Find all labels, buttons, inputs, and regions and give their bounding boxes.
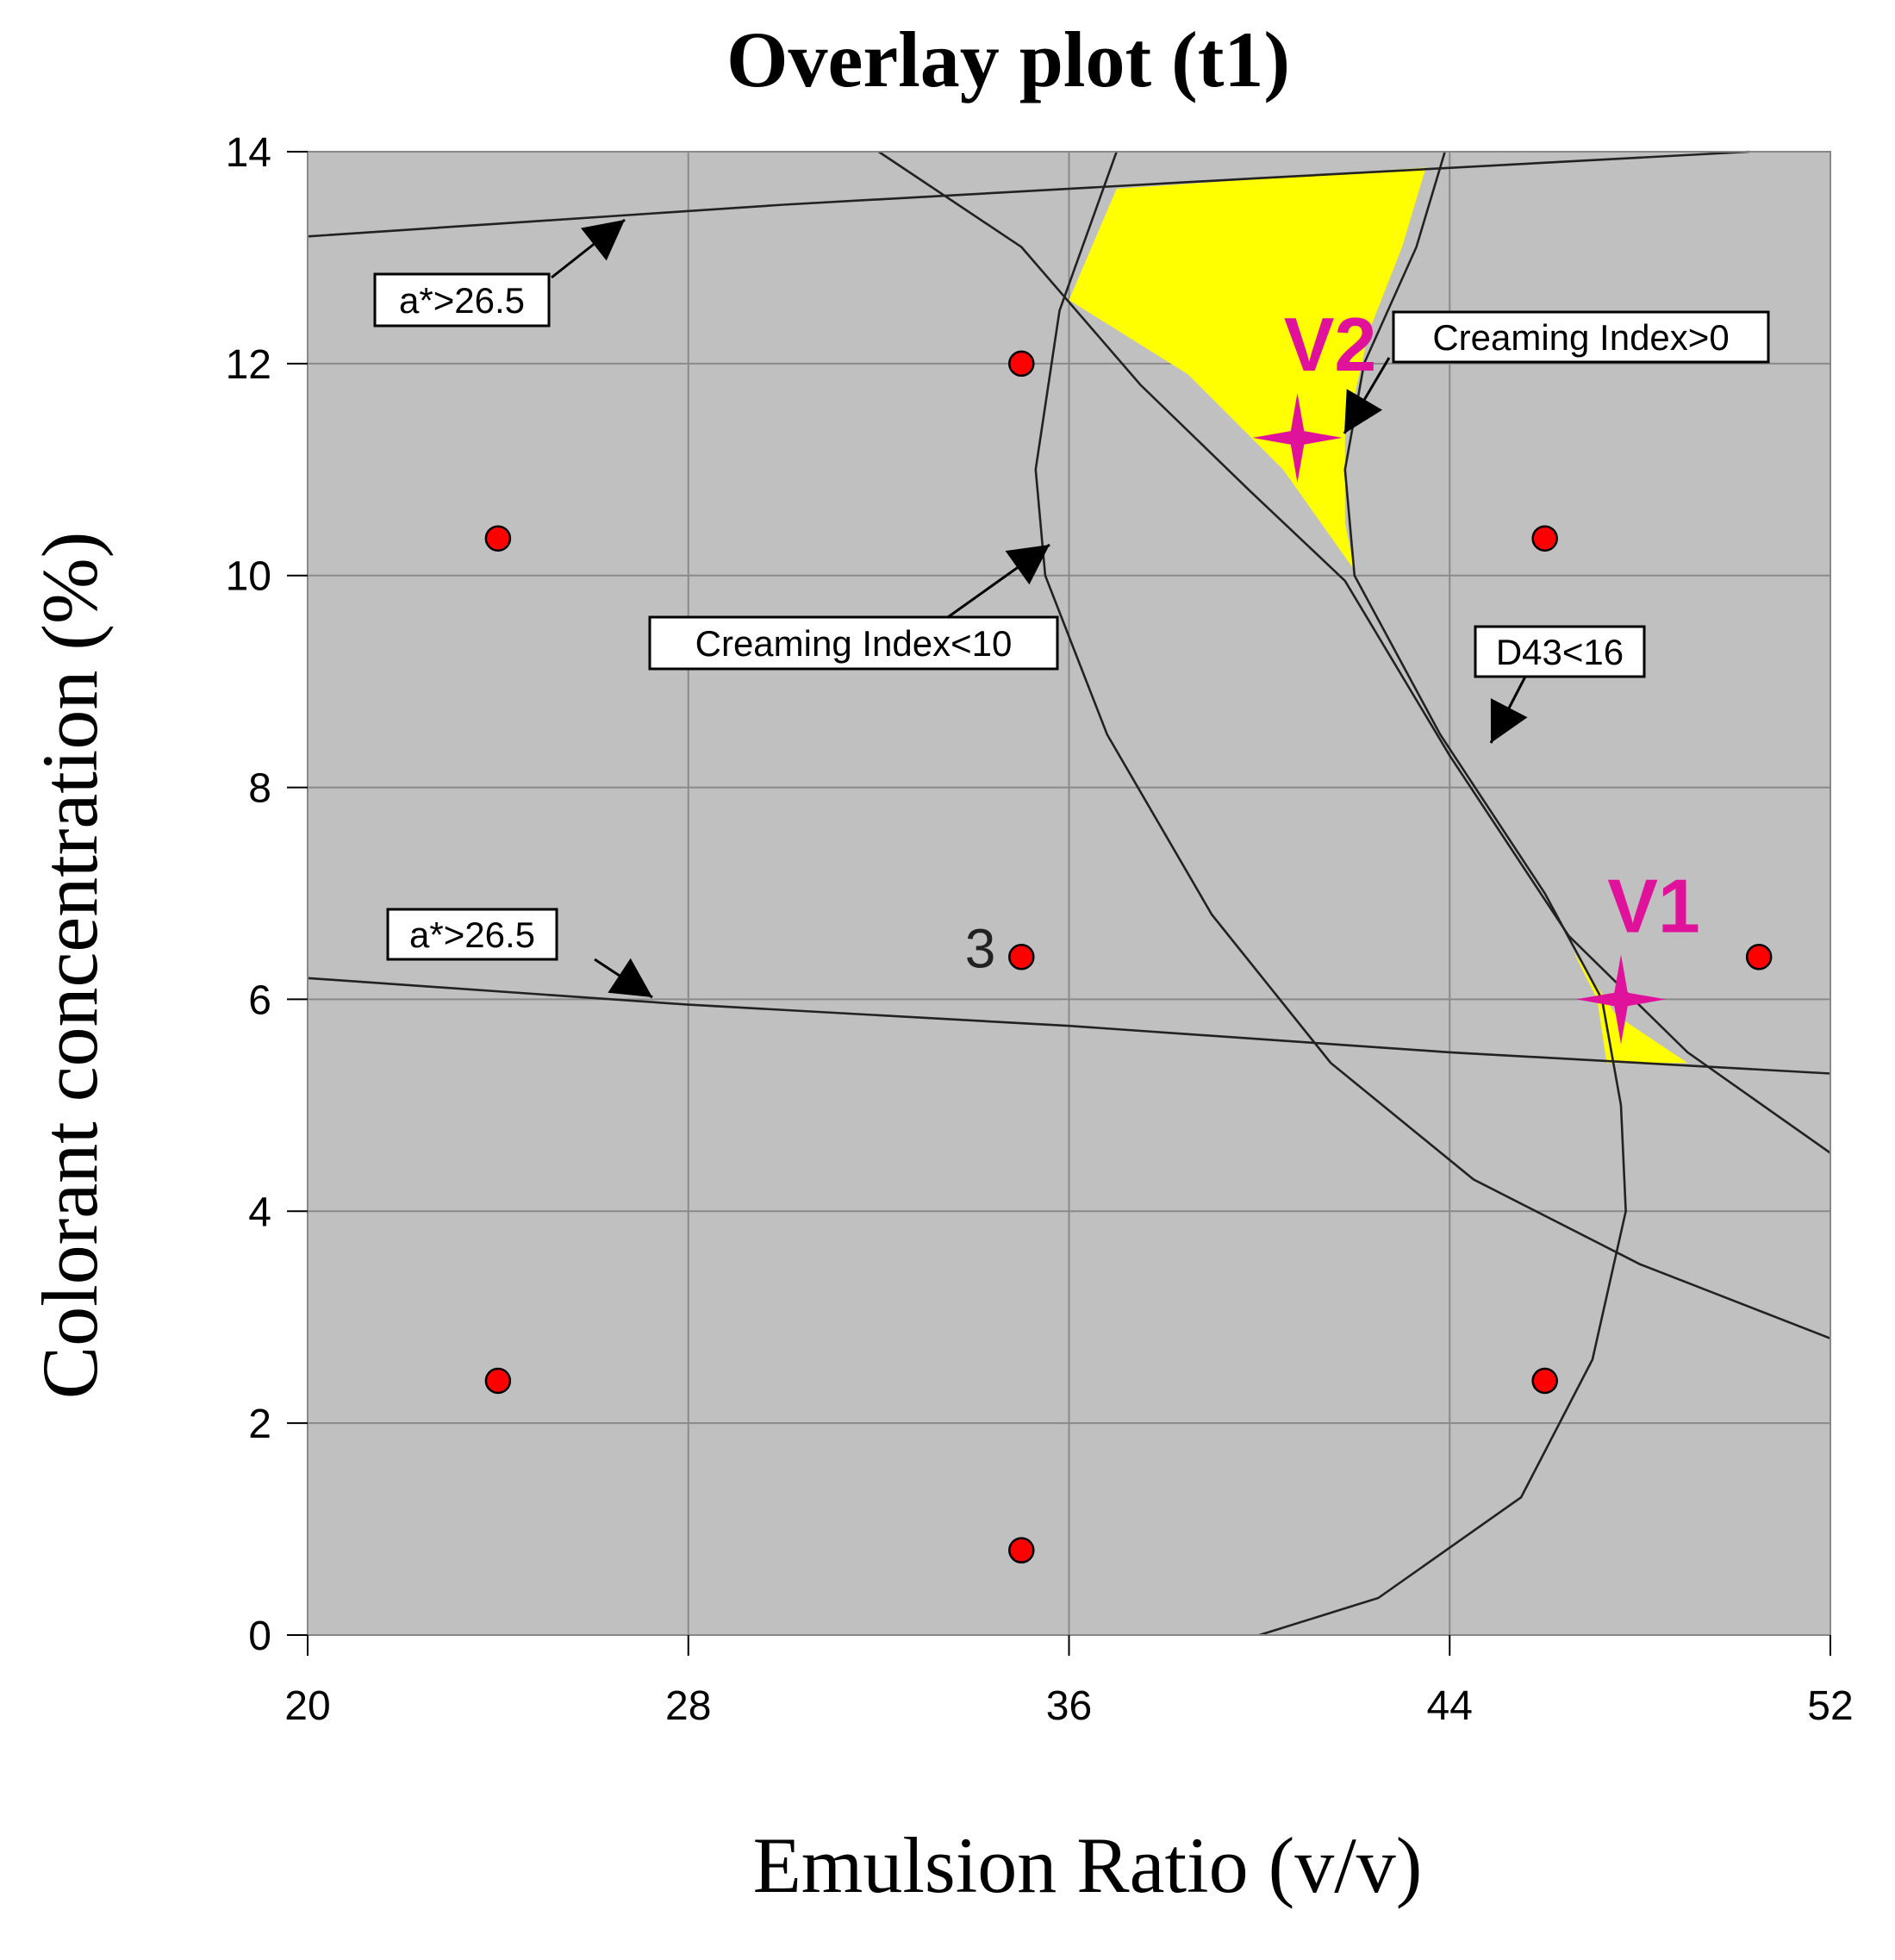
optimum-marker-label: V1	[1607, 863, 1700, 948]
annotation-label: a*>26.5	[409, 914, 535, 955]
y-tick-label: 14	[226, 130, 271, 176]
design-point	[1745, 944, 1773, 971]
design-point	[484, 1367, 512, 1395]
chart-title: Overlay plot (t1)	[726, 16, 1290, 103]
design-points: 3	[484, 350, 1773, 1564]
design-point	[484, 525, 512, 552]
y-tick-label: 8	[248, 766, 271, 812]
optimum-marker-v2	[1252, 392, 1343, 483]
annotation-label: a*>26.5	[399, 280, 525, 321]
y-tick-label: 4	[248, 1189, 271, 1235]
x-tick-label: 28	[665, 1683, 711, 1729]
contour-creaming-gt-0	[1259, 151, 1627, 1637]
design-point	[1531, 1367, 1558, 1395]
feasible-region-v1	[1573, 952, 1688, 1064]
annotation-label: Creaming Index>0	[1432, 317, 1729, 358]
feasible-region-v2	[1069, 167, 1426, 571]
annotation-arrow-head	[608, 958, 652, 997]
annotation-box	[386, 908, 558, 961]
contour-creaming-lt-10	[1034, 151, 1831, 1340]
annotation-label: Creaming Index<10	[695, 623, 1013, 664]
annotation-label: D43<16	[1496, 632, 1624, 672]
annotation-box	[1392, 310, 1770, 364]
annotation-arrow-head	[581, 220, 625, 261]
x-tick-label: 36	[1046, 1683, 1092, 1729]
annotation-arrow-head	[1005, 545, 1050, 585]
annotation-box	[648, 615, 1059, 671]
annotation-arrow-head	[1344, 389, 1383, 434]
y-tick-label: 6	[248, 977, 271, 1023]
optimum-marker-v1	[1576, 954, 1666, 1045]
contour-a-lower	[307, 977, 1831, 1075]
design-point	[1531, 525, 1558, 552]
contour-d43-lt-16	[877, 150, 1831, 1154]
annotation-box	[1474, 625, 1646, 678]
annotation-arrow-head	[1490, 698, 1528, 743]
constraint-contours	[307, 150, 1831, 1637]
replicate-count-label: 3	[965, 917, 996, 979]
design-point	[1008, 944, 1035, 971]
x-tick-label: 20	[284, 1683, 330, 1729]
design-point	[1008, 350, 1035, 378]
x-tick-label: 44	[1427, 1683, 1473, 1729]
y-axis-title: Colorant concentration (%)	[26, 532, 114, 1400]
grid-lines	[307, 151, 1831, 1636]
optimum-markers: V1 V2	[1252, 302, 1700, 1045]
x-axis-title: Emulsion Ratio (v/v)	[753, 1821, 1423, 1909]
contour-a-upper	[307, 150, 1750, 238]
optimum-marker-label: V2	[1284, 302, 1377, 387]
y-tick-label: 0	[248, 1614, 271, 1659]
y-tick-label: 10	[226, 554, 271, 600]
feasible-regions	[1069, 167, 1688, 1064]
constraint-annotations: a*>26.5 Creaming Index>0 Creaming Index<10…	[373, 218, 1770, 999]
x-tick-label: 52	[1807, 1683, 1853, 1729]
y-tick-label: 2	[248, 1401, 271, 1447]
axis-ticks: 20 28 36 44 52 0 2 4 6 8 10 12 14	[226, 130, 1854, 1729]
design-point	[1008, 1537, 1035, 1564]
annotation-box	[373, 272, 551, 328]
y-tick-label: 12	[226, 342, 271, 388]
